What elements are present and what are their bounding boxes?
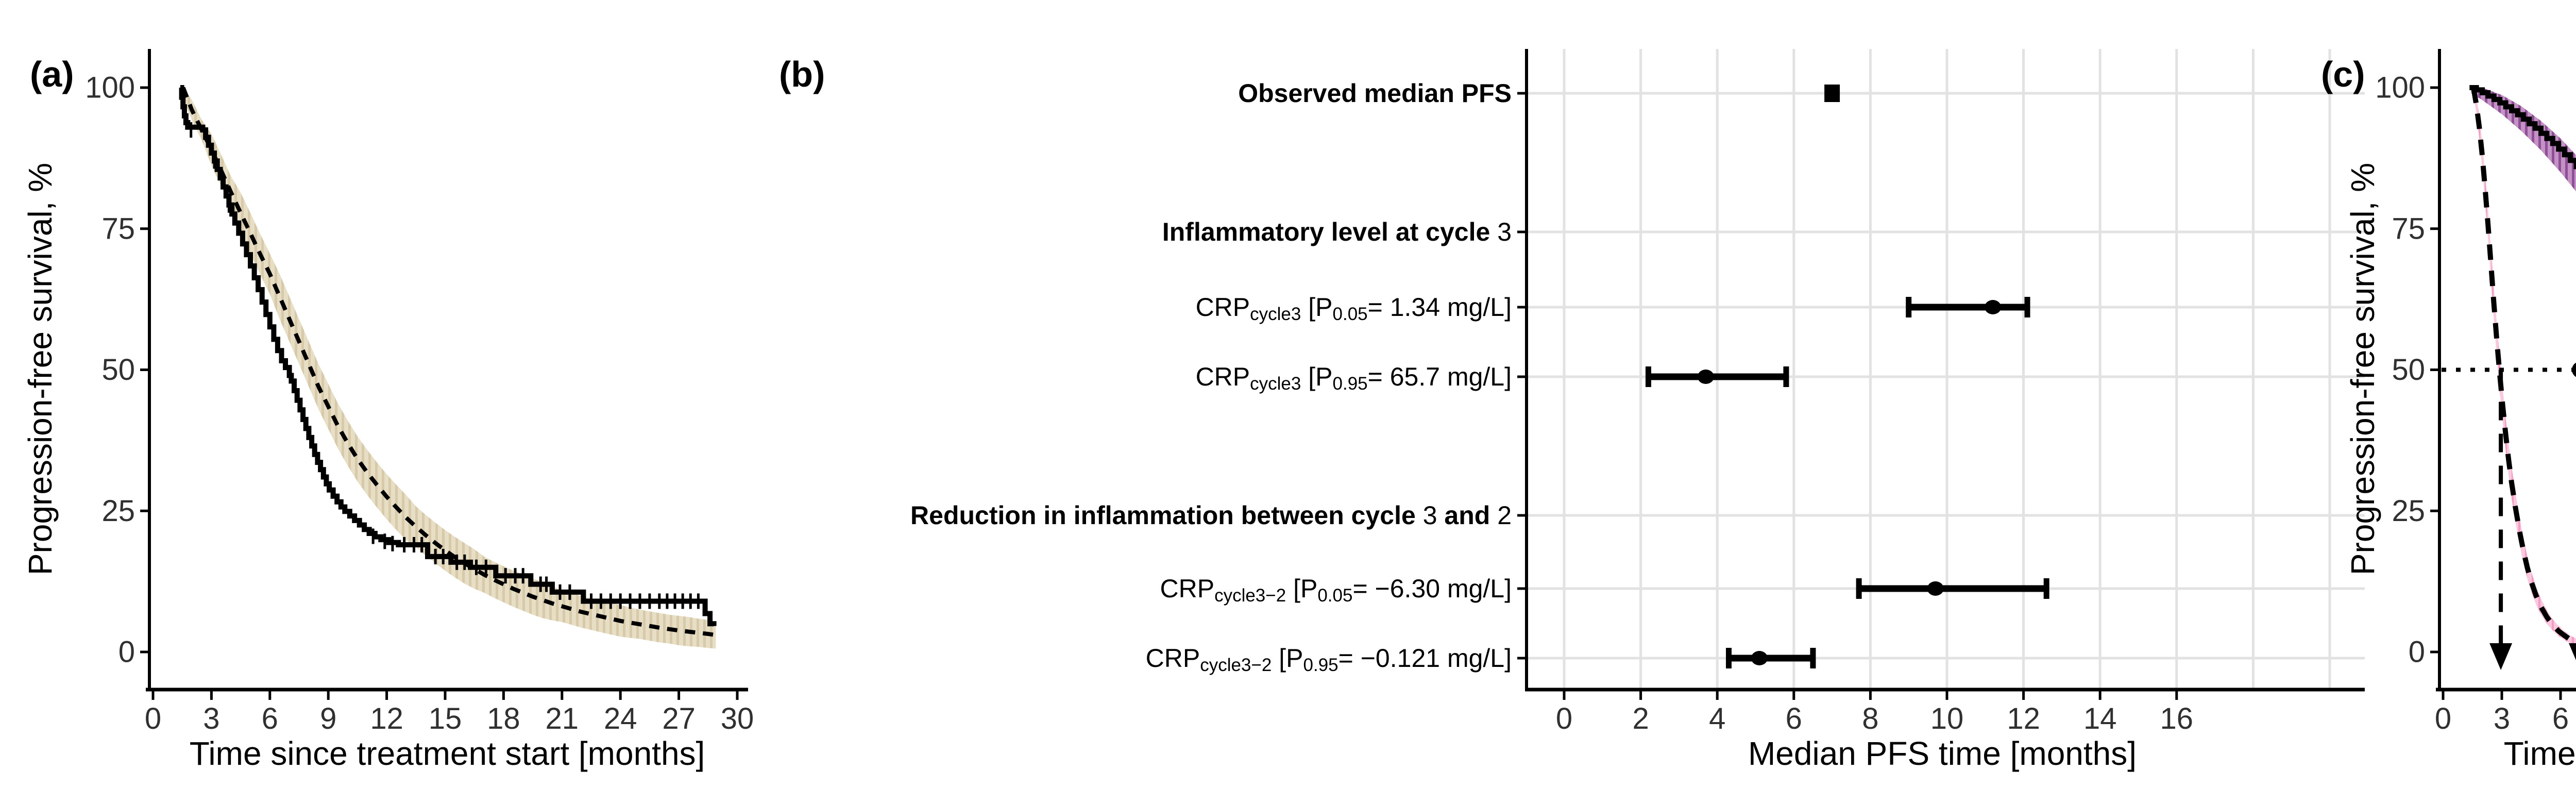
forest-row-label: CRPcycle3 [P0.95= 65.7 mg/L] [1196, 362, 1512, 394]
forest-point-estimate [1985, 300, 2002, 314]
x-tick-label: 6 [2552, 702, 2569, 735]
x-tick-label: 15 [429, 702, 462, 735]
x-tick-label: 14 [2083, 702, 2117, 735]
x-tick-label: 4 [1709, 702, 1725, 735]
x-tick-label: 16 [2160, 702, 2194, 735]
forest-row-label: Reduction in inflammation between cycle … [910, 501, 1512, 530]
observed-median-square [1824, 85, 1840, 102]
panel-a-label: (a) [30, 54, 74, 94]
forest-row-label: CRPcycle3−2 [P0.05= −6.30 mg/L] [1160, 574, 1512, 606]
x-tick-label: 18 [487, 702, 520, 735]
x-tick-label: 3 [2494, 702, 2510, 735]
low-inflammation-predicted-survival-ci-band [2471, 88, 2576, 192]
x-tick-label: 12 [2007, 702, 2040, 735]
forest-point-estimate [1927, 581, 1944, 596]
x-tick-label: 6 [1786, 702, 1802, 735]
panel-b-forest-plot: Observed median PFS Inflammatory level at… [910, 49, 2365, 735]
x-tick-label: 12 [370, 702, 403, 735]
observed-kaplan-meier-curve [179, 85, 717, 627]
x-tick-label: 24 [604, 702, 637, 735]
y-tick-label: 50 [101, 353, 135, 387]
forest-row-label: CRPcycle3−2 [P0.95= −0.121 mg/L] [1146, 644, 1512, 675]
forest-row-label: Observed median PFS [1238, 79, 1512, 108]
panel-a-x-axis-title: Time since treatment start [months] [190, 735, 705, 772]
forest-point-estimate [1751, 651, 1768, 665]
y-tick-label: 100 [2375, 71, 2425, 105]
model-predicted-median-curve [181, 87, 716, 638]
x-tick-label: 8 [1862, 702, 1878, 735]
y-tick-label: 100 [85, 71, 135, 105]
x-tick-label: 6 [262, 702, 278, 735]
model-90pct-ci [183, 88, 716, 649]
x-tick-label: 21 [546, 702, 579, 735]
x-tick-label: 9 [320, 702, 336, 735]
high-inflammation-median-arrow-head [2489, 643, 2513, 670]
panel-a-y-axis-title: Progression-free survival, % [22, 163, 59, 575]
x-tick-label: 0 [1556, 702, 1572, 735]
x-tick-label: 2 [1632, 702, 1649, 735]
observed-median-arrow-head [2569, 643, 2576, 661]
y-tick-label: 0 [2409, 635, 2425, 669]
panel-a-km-plot: 0 3 6 9 12 15 18 21 24 27 30 0 25 50 75 100 [85, 49, 754, 735]
x-tick-label: 0 [2435, 702, 2451, 735]
panel-c-label: (c) [2321, 54, 2365, 94]
x-tick-label: 3 [203, 702, 219, 735]
x-tick-label: 30 [721, 702, 754, 735]
panel-b-x-axis-title: Median PFS time [months] [1748, 735, 2137, 772]
forest-row-label: Inflammatory level at cycle 3 [1162, 217, 1512, 246]
y-tick-label: 25 [2392, 494, 2425, 528]
x-tick-label: 0 [145, 702, 161, 735]
x-tick-label: 27 [662, 702, 696, 735]
y-tick-label: 50 [2392, 353, 2425, 387]
y-tick-label: 75 [101, 212, 135, 245]
panel-c-x-axis-title: Time since treatment start [months] [2504, 735, 2576, 772]
forest-row-label: CRPcycle3 [P0.05= 1.34 mg/L] [1196, 293, 1512, 324]
forest-point-estimate [1697, 370, 1714, 384]
y-tick-label: 25 [101, 494, 135, 528]
observed-median-marker [2572, 362, 2576, 377]
x-tick-label: 10 [1930, 702, 1964, 735]
panel-c-y-axis-title: Progression-free survival, % [2344, 163, 2381, 575]
y-tick-label: 0 [118, 635, 135, 669]
y-tick-label: 75 [2392, 212, 2425, 245]
low-inflammation-predicted-survival-curve [2469, 85, 2576, 170]
panel-b-label: (b) [779, 54, 825, 94]
